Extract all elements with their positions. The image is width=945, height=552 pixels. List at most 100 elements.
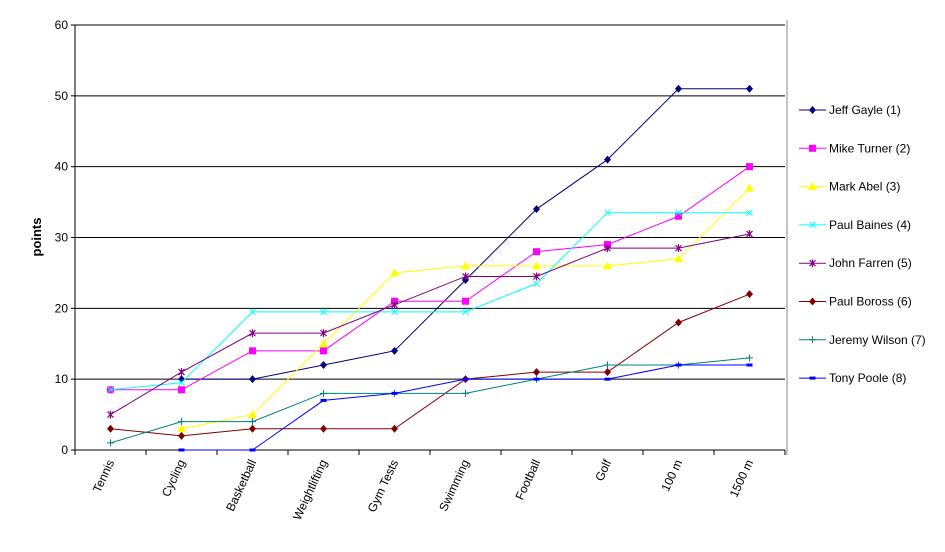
series-mark-abel-3 bbox=[177, 183, 754, 433]
data-point bbox=[391, 424, 398, 433]
legend-label: Paul Baines (4) bbox=[829, 218, 911, 232]
data-point bbox=[675, 209, 682, 217]
series-line bbox=[110, 233, 750, 416]
series-jeremy-wilson-7 bbox=[107, 354, 753, 447]
data-point bbox=[178, 418, 185, 426]
y-tick-label: 30 bbox=[55, 231, 69, 245]
data-point bbox=[462, 377, 469, 381]
data-point bbox=[391, 300, 398, 309]
data-point bbox=[461, 261, 470, 270]
data-point bbox=[746, 363, 753, 367]
legend-label: Mike Turner (2) bbox=[829, 141, 910, 155]
series-john-farren-5 bbox=[107, 229, 753, 419]
x-tick-label: Golf bbox=[592, 457, 614, 483]
data-point bbox=[533, 205, 540, 214]
data-point bbox=[533, 248, 540, 256]
legend-item: Tony Poole (8) bbox=[799, 371, 906, 385]
data-point bbox=[391, 346, 398, 355]
x-tick-label: Weightlifting bbox=[290, 457, 330, 522]
data-point bbox=[533, 368, 540, 377]
data-point bbox=[391, 391, 398, 395]
data-point bbox=[320, 347, 327, 355]
data-point bbox=[178, 448, 185, 452]
data-point bbox=[391, 308, 398, 316]
y-tick-label: 20 bbox=[55, 301, 69, 315]
series-line bbox=[110, 357, 750, 444]
legend-marker bbox=[809, 336, 816, 344]
legend-marker bbox=[809, 297, 816, 306]
series-jeff-gayle-1 bbox=[178, 84, 753, 384]
x-tick-label: 1500 m bbox=[727, 457, 757, 499]
legend-label: Tony Poole (8) bbox=[829, 371, 906, 385]
data-point bbox=[674, 254, 683, 263]
data-point bbox=[107, 386, 114, 394]
legend-label: Mark Abel (3) bbox=[829, 180, 900, 194]
data-point bbox=[249, 375, 256, 384]
legend-marker bbox=[809, 144, 816, 152]
data-point bbox=[604, 209, 611, 217]
data-point bbox=[107, 439, 114, 447]
legend-label: Jeff Gayle (1) bbox=[829, 103, 901, 117]
data-point bbox=[746, 84, 753, 93]
y-tick-label: 60 bbox=[55, 18, 69, 32]
y-axis-label: points bbox=[29, 218, 44, 257]
data-point bbox=[604, 244, 611, 253]
data-point bbox=[249, 424, 256, 433]
y-tick-label: 10 bbox=[55, 372, 69, 386]
legend-label: Jeremy Wilson (7) bbox=[829, 333, 926, 347]
data-point bbox=[604, 377, 611, 381]
series-line bbox=[110, 293, 750, 437]
data-point bbox=[675, 244, 682, 253]
data-point bbox=[390, 268, 399, 277]
data-point bbox=[178, 379, 185, 387]
data-point bbox=[675, 318, 682, 327]
data-point bbox=[248, 410, 257, 419]
data-point bbox=[107, 410, 114, 419]
x-tick-label: Swimming bbox=[436, 457, 472, 513]
data-point bbox=[249, 418, 256, 426]
gridlines bbox=[75, 24, 785, 380]
legend-marker bbox=[809, 259, 816, 268]
data-point bbox=[745, 183, 754, 192]
series-line bbox=[110, 212, 750, 391]
data-point bbox=[675, 212, 682, 220]
data-point bbox=[178, 386, 185, 394]
data-point bbox=[319, 339, 328, 348]
legend-marker bbox=[808, 182, 817, 191]
legend-marker bbox=[809, 106, 816, 114]
y-tick-label: 0 bbox=[61, 443, 68, 457]
legend-item: Mike Turner (2) bbox=[799, 141, 910, 155]
legend-label: Paul Boross (6) bbox=[829, 295, 912, 309]
series-line bbox=[181, 88, 750, 380]
data-point bbox=[533, 272, 540, 281]
data-point bbox=[462, 272, 469, 281]
data-point bbox=[107, 424, 114, 433]
data-point bbox=[462, 297, 469, 305]
data-point bbox=[746, 354, 753, 362]
series-tony-poole-8 bbox=[178, 363, 753, 452]
data-point bbox=[462, 389, 469, 397]
x-tick-label: Gym Tests bbox=[365, 457, 402, 514]
data-point bbox=[604, 361, 611, 369]
legend-item: Paul Baines (4) bbox=[799, 218, 911, 232]
series-line bbox=[110, 166, 750, 391]
series-mike-turner-2 bbox=[107, 163, 753, 394]
data-point bbox=[533, 377, 540, 381]
legend-item: Jeff Gayle (1) bbox=[799, 103, 901, 117]
legend: Jeff Gayle (1) Mike Turner (2) Mark Abel (… bbox=[799, 103, 926, 385]
data-point bbox=[675, 84, 682, 93]
data-point bbox=[320, 329, 327, 338]
data-point bbox=[177, 424, 186, 433]
data-point bbox=[320, 398, 327, 402]
data-point bbox=[604, 155, 611, 164]
y-tick-label: 50 bbox=[55, 89, 69, 103]
data-point bbox=[320, 389, 327, 397]
series-group bbox=[107, 84, 754, 452]
x-tick-label: Cycling bbox=[159, 457, 188, 499]
y-tick-label: 40 bbox=[55, 160, 69, 174]
data-point bbox=[178, 368, 185, 377]
data-point bbox=[532, 261, 541, 270]
data-point bbox=[675, 363, 682, 367]
data-point bbox=[320, 308, 327, 316]
